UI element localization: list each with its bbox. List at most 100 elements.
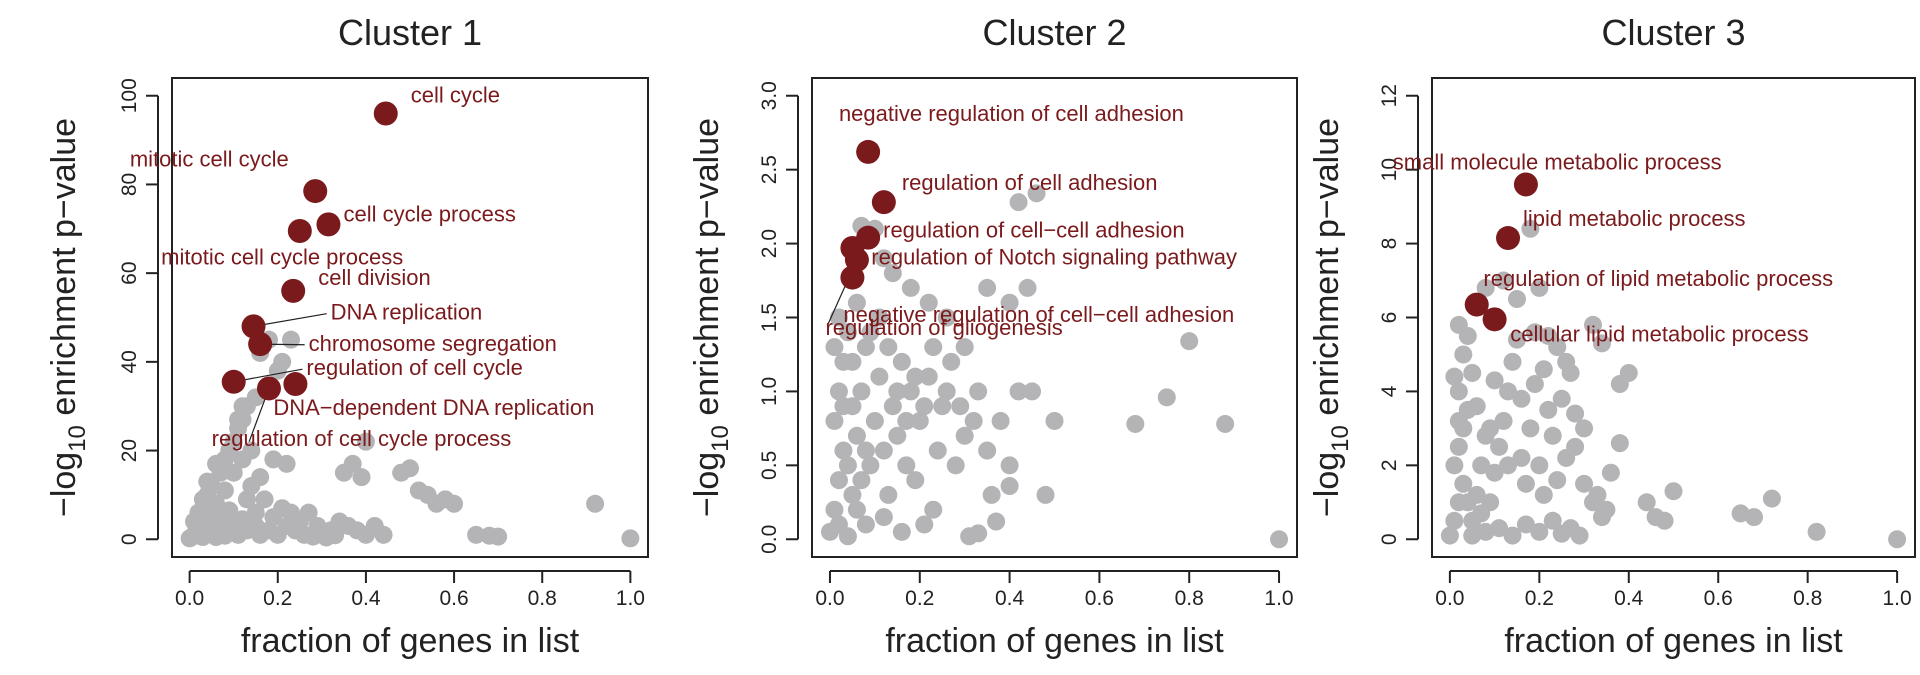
- y-tick-label: 10: [1378, 158, 1401, 181]
- background-point: [883, 264, 902, 283]
- background-point: [879, 485, 898, 504]
- background-point: [1552, 524, 1571, 543]
- background-point: [1548, 471, 1567, 490]
- background-point: [1592, 334, 1611, 353]
- background-point: [1490, 437, 1509, 456]
- background-point: [1597, 500, 1616, 519]
- background-point: [211, 520, 230, 539]
- background-point: [621, 529, 640, 548]
- x-axis-label: fraction of genes in list: [885, 622, 1224, 660]
- background-point: [883, 397, 902, 416]
- highlighted-point: [1464, 292, 1489, 317]
- background-point: [1009, 382, 1028, 401]
- background-point: [1588, 485, 1607, 504]
- background-point: [874, 508, 893, 527]
- background-point: [969, 382, 988, 401]
- x-tick-label: 0.8: [1175, 587, 1204, 610]
- background-point: [906, 367, 925, 386]
- highlighted-point-label: regulation of cell cycle process: [212, 426, 512, 451]
- x-axis-label: fraction of genes in list: [1504, 622, 1843, 660]
- background-point: [924, 500, 943, 519]
- x-tick-label: 0.0: [1435, 587, 1464, 610]
- highlighted-point: [287, 219, 312, 244]
- y-tick-label: 6: [1378, 312, 1401, 324]
- background-point: [193, 490, 212, 509]
- background-point: [255, 490, 274, 509]
- background-point: [282, 503, 300, 522]
- background-point: [1445, 367, 1464, 386]
- y-tick-label: 0.5: [758, 451, 781, 480]
- x-tick-label: 0.4: [995, 587, 1025, 610]
- background-point: [1548, 338, 1567, 357]
- background-point: [919, 367, 938, 386]
- background-point: [233, 510, 252, 529]
- background-point: [1503, 352, 1522, 371]
- highlighted-point: [1496, 226, 1521, 251]
- background-point: [1888, 530, 1907, 549]
- background-point: [915, 397, 934, 416]
- background-point: [987, 512, 1006, 531]
- background-point: [897, 411, 916, 430]
- highlighted-point-label: lipid metabolic process: [1523, 206, 1746, 231]
- x-axis-label: fraction of genes in list: [241, 622, 580, 660]
- background-point: [215, 481, 234, 500]
- background-point: [1449, 411, 1468, 430]
- highlighted-point-label: regulation of gliogenesis: [825, 315, 1062, 340]
- background-point: [1575, 474, 1594, 493]
- background-point: [1445, 456, 1464, 475]
- background-point: [1216, 414, 1235, 433]
- highlighted-point-label: mitotic cell cycle: [130, 147, 289, 172]
- background-point: [924, 338, 943, 357]
- background-point: [1494, 271, 1513, 290]
- background-point: [1664, 482, 1683, 501]
- background-point: [978, 441, 997, 460]
- highlighted-point-label: regulation of cell adhesion: [902, 170, 1158, 195]
- background-point: [1762, 489, 1781, 508]
- cluster-3-panel: Cluster 3 0.0 0.2 0.4 0.6 0.8 1.0 fraction of g…: [1308, 12, 1916, 660]
- background-point: [1521, 219, 1540, 238]
- background-point: [910, 411, 929, 430]
- highlighted-point-label: cell cycle process: [343, 201, 515, 226]
- background-point: [1503, 526, 1522, 545]
- background-point: [1009, 193, 1028, 212]
- y-tick-label: 1.0: [758, 377, 781, 406]
- background-point: [343, 454, 362, 473]
- background-point: [843, 485, 862, 504]
- background-point: [1449, 437, 1468, 456]
- background-point: [1126, 414, 1145, 433]
- x-tick-label: 0.6: [1704, 587, 1733, 610]
- background-point: [1023, 382, 1042, 401]
- background-point: [1507, 290, 1526, 309]
- background-point: [870, 308, 889, 327]
- background-point: [251, 468, 270, 487]
- background-point: [852, 382, 871, 401]
- background-point: [352, 468, 371, 487]
- background-point: [937, 308, 956, 327]
- background-point: [852, 471, 871, 490]
- y-tick-label: 0: [118, 533, 141, 545]
- background-point: [829, 515, 848, 534]
- background-point: [356, 432, 375, 451]
- background-point: [1584, 315, 1602, 334]
- background-point: [586, 494, 605, 513]
- background-point: [1270, 530, 1289, 549]
- background-point: [982, 485, 1001, 504]
- x-tick-label: 0.2: [1525, 587, 1554, 610]
- x-tick-label: 0.4: [351, 587, 381, 610]
- x-tick-label: 0.6: [1085, 587, 1114, 610]
- background-point: [1467, 397, 1486, 416]
- plot-frame: [811, 77, 1298, 558]
- background-point: [825, 500, 844, 519]
- x-tick-label: 0.0: [175, 587, 204, 610]
- cluster-1-panel: Cluster 1 0.0 0.2 0.4 0.6 0.8 1.0 fraction of g…: [45, 12, 649, 660]
- background-point: [1499, 382, 1518, 401]
- background-point: [946, 456, 965, 475]
- background-point: [1655, 511, 1674, 530]
- background-point: [1530, 522, 1549, 541]
- y-tick-label: 40: [118, 350, 141, 373]
- highlighted-point: [373, 101, 398, 126]
- background-point: [1463, 363, 1482, 382]
- background-point: [224, 463, 243, 482]
- background-point: [1440, 526, 1459, 545]
- background-point: [1027, 184, 1046, 203]
